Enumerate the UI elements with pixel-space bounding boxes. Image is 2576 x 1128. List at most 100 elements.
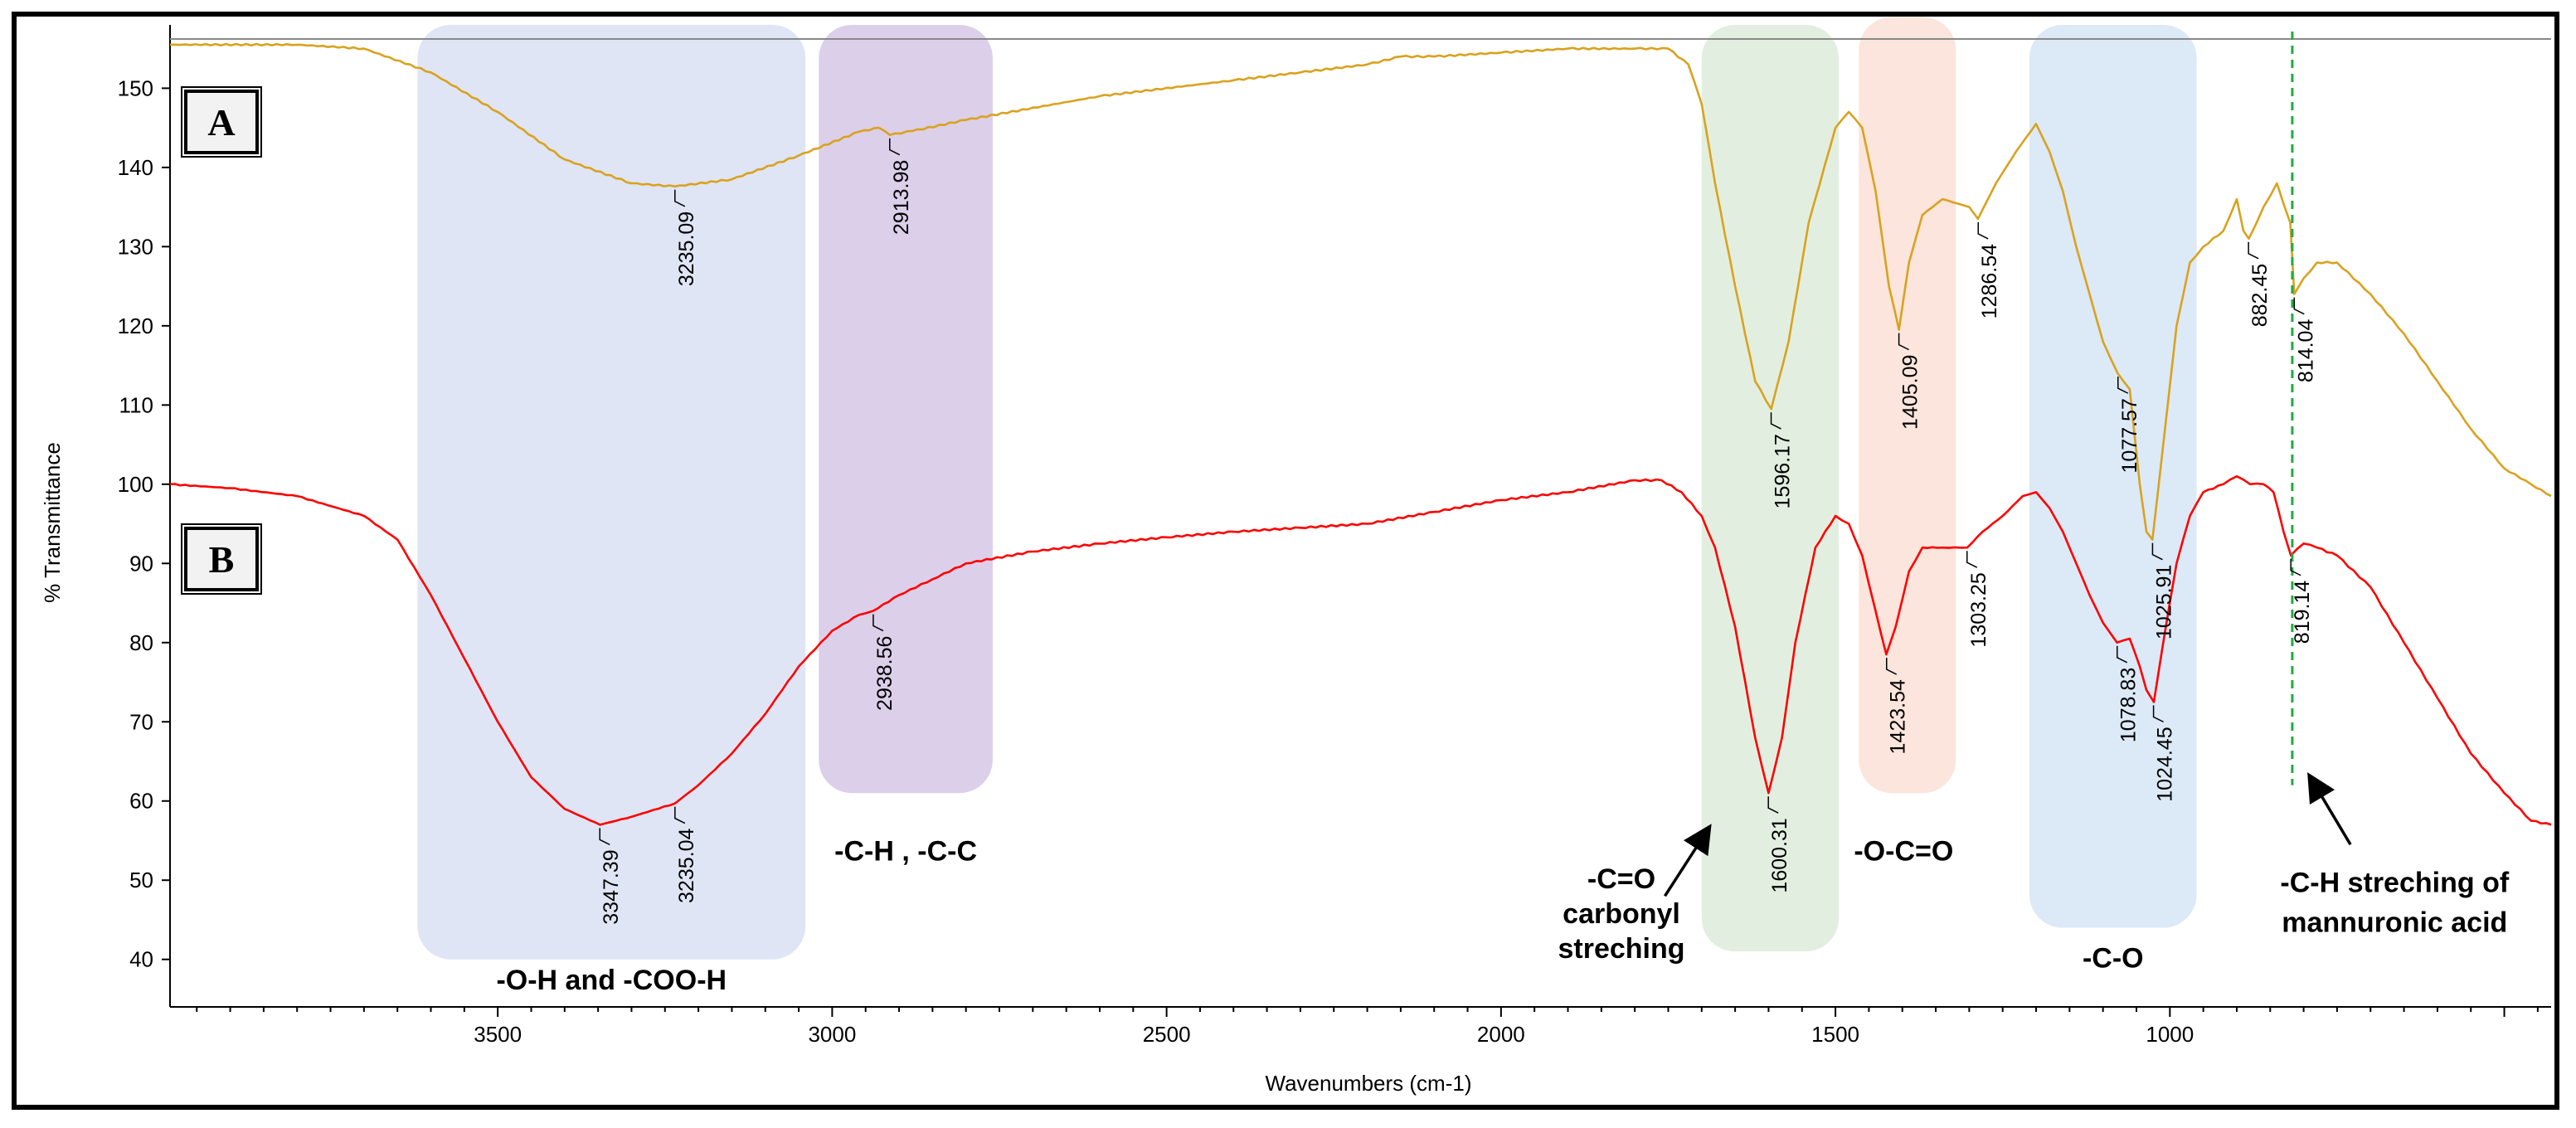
peak-label-text: 1423.54 — [1887, 679, 1910, 754]
series-line-b — [169, 475, 2552, 826]
peak-leader — [2290, 558, 2301, 576]
peak-leader — [2117, 377, 2129, 394]
peak-label-text: 819.14 — [2291, 581, 2314, 644]
peak-labels: 3235.09 2913.98 1596.17 1405.09 1286.54 1077.… — [599, 138, 2317, 925]
peak-label-text: 814.04 — [2294, 319, 2317, 383]
peak-a-2913-98: 2913.98 — [889, 138, 913, 235]
y-tick-label-150: 150 — [118, 75, 153, 100]
peak-a-1596-17: 1596.17 — [1770, 412, 1795, 508]
region-highlights — [417, 17, 2197, 960]
region-band-c-o-carbonyl-streching — [1701, 25, 1840, 952]
region-annotations: -O-H and -COO-H -C-H , -C-C -C=O carbonyl st… — [496, 772, 2510, 996]
peak-label-text: 1078.83 — [2117, 668, 2141, 742]
region-label-c-h-c-c: -C-H , -C-C — [834, 835, 977, 867]
peak-leader — [2152, 705, 2164, 723]
y-tick-label-120: 120 — [118, 314, 153, 338]
x-tick-label-1500: 1500 — [1811, 1022, 1859, 1047]
peak-label-text: 1600.31 — [1768, 818, 1791, 892]
y-tick-label-100: 100 — [118, 472, 153, 497]
peak-leader — [889, 138, 901, 156]
peak-leader — [674, 806, 686, 824]
peak-b-819-14: 819.14 — [2290, 558, 2314, 644]
peak-label-text: 2913.98 — [890, 160, 913, 235]
peak-label-text: 1286.54 — [1978, 244, 2001, 318]
y-tick-label-60: 60 — [129, 789, 153, 814]
peak-a-882-45: 882.45 — [2248, 241, 2272, 327]
peak-label-text: 1024.45 — [2154, 727, 2177, 801]
y-tick-label-40: 40 — [129, 947, 153, 972]
y-tick-label-130: 130 — [118, 234, 153, 259]
peak-a-1405-09: 1405.09 — [1898, 333, 1922, 430]
peak-label-text: 1596.17 — [1772, 434, 1795, 508]
peak-leader — [872, 614, 884, 632]
y-tick-label-90: 90 — [129, 551, 153, 576]
mannuronic-acid-label: -C-H streching of mannuronic acid — [2280, 868, 2509, 939]
x-tick-label-1000: 1000 — [2146, 1022, 2194, 1047]
region-label-o-c-o: -O-C=O — [1854, 835, 1953, 867]
peak-leader — [1966, 551, 1978, 568]
panel-label-a: A — [207, 101, 235, 143]
peak-leader — [1898, 333, 1909, 351]
peak-b-3347-39: 3347.39 — [599, 828, 623, 925]
mannuronic-arrow — [2307, 772, 2352, 846]
peak-a-3235-09: 3235.09 — [674, 189, 698, 286]
carbonyl-arrow — [1663, 824, 1712, 897]
peak-b-1423-54: 1423.54 — [1885, 658, 1910, 754]
peak-leader — [674, 189, 686, 207]
peak-a-814-04: 814.04 — [2293, 297, 2317, 383]
y-tick-label-50: 50 — [129, 868, 153, 892]
peak-label-text: 1077.57 — [2118, 398, 2141, 473]
y-tick-label-140: 140 — [118, 155, 153, 180]
x-tick-label-2000: 2000 — [1477, 1022, 1525, 1047]
peak-leader — [2293, 297, 2305, 315]
panel-label-b-box: B — [181, 523, 262, 595]
peak-b-2938-56: 2938.56 — [872, 614, 897, 711]
peak-label-text: 2938.56 — [873, 636, 897, 711]
spectrum-series — [169, 42, 2552, 826]
peak-b-1078-83: 1078.83 — [2116, 645, 2141, 742]
peak-b-1303-25: 1303.25 — [1966, 551, 1990, 648]
region-label-o-h-and-coo-h: -O-H and -COO-H — [496, 965, 727, 996]
region-band-c-h-c-c — [819, 25, 993, 794]
series-line-a — [169, 42, 2552, 541]
peak-leader — [599, 828, 610, 846]
peak-label-text: 3235.09 — [675, 212, 698, 286]
peak-leader — [2151, 542, 2163, 561]
x-tick-label-3000: 3000 — [808, 1022, 856, 1047]
peak-leader — [1977, 221, 1989, 240]
peak-label-text: 1405.09 — [1899, 355, 1922, 430]
x-tick-label-2500: 2500 — [1143, 1022, 1191, 1047]
y-tick-label-80: 80 — [129, 630, 153, 655]
peak-label-text: 3235.04 — [675, 829, 698, 903]
peak-label-text: 1025.91 — [2152, 565, 2175, 639]
region-band-o-c-o — [1859, 17, 1956, 794]
peak-leader — [2116, 645, 2128, 664]
ticks: 40 50 60 70 80 90 100 110 120 130 140 150 3500 3000 25… — [118, 75, 2539, 1047]
figure-frame — [12, 12, 2559, 1110]
peak-leader — [1770, 412, 1781, 430]
peak-a-1286-54: 1286.54 — [1977, 221, 2001, 318]
panel-label-b: B — [209, 538, 235, 581]
peak-b-3235-04: 3235.04 — [674, 806, 698, 903]
y-axis-title: % Transmittance — [40, 442, 65, 603]
peak-b-1024-45: 1024.45 — [2152, 705, 2177, 802]
peak-leader — [1885, 658, 1898, 675]
peak-a-1077-57: 1077.57 — [2117, 377, 2141, 474]
x-axis-title: Wavenumbers (cm-1) — [1266, 1071, 1472, 1096]
peak-a-1025-91: 1025.91 — [2151, 542, 2175, 639]
x-tick-label-3500: 3500 — [474, 1022, 522, 1047]
peak-b-1600-31: 1600.31 — [1767, 796, 1791, 893]
panel-label-a-box: A — [181, 86, 262, 158]
peak-label-text: 882.45 — [2248, 264, 2272, 327]
y-tick-label-70: 70 — [129, 709, 153, 734]
peak-leader — [1767, 796, 1779, 814]
peak-label-text: 3347.39 — [600, 849, 623, 924]
region-band-o-h-and-coo-h — [417, 25, 806, 960]
y-tick-label-110: 110 — [119, 392, 153, 417]
axes — [169, 25, 2551, 1008]
peak-leader — [2248, 241, 2259, 260]
region-label-c-o-carbonyl-streching: -C=O carbonyl streching — [1558, 863, 1684, 965]
peak-label-text: 1303.25 — [1967, 572, 1990, 647]
region-label-c-o: -C-O — [2083, 942, 2144, 974]
